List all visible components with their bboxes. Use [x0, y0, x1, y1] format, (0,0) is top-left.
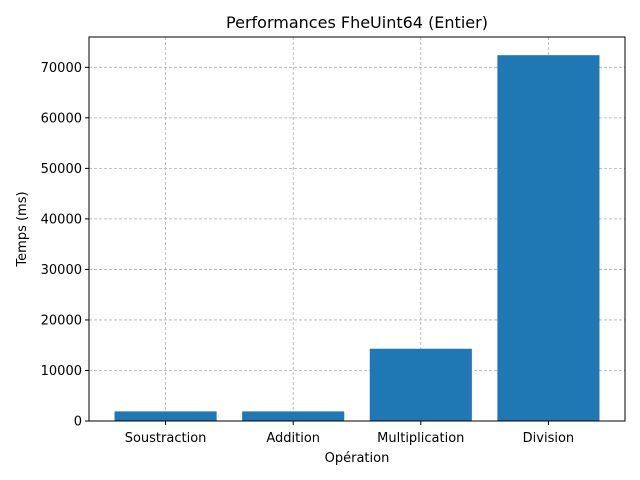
chart-title: Performances FheUint64 (Entier): [226, 13, 488, 32]
bar-division: [497, 55, 600, 421]
bars: [114, 55, 600, 421]
y-axis-ticks: 0 10000 20000 30000 40000 50000 60000 70000: [41, 61, 89, 430]
x-tick-label: Soustraction: [125, 431, 207, 446]
y-tick-label: 70000: [41, 61, 82, 76]
bar-multiplication: [369, 348, 472, 421]
y-tick-label: 40000: [41, 212, 82, 227]
x-tick-label: Multiplication: [377, 431, 464, 446]
y-tick-label: 50000: [41, 162, 82, 177]
plot-frame: [88, 36, 626, 422]
y-tick-label: 30000: [41, 263, 82, 278]
x-tick-label: Addition: [266, 431, 320, 446]
y-axis-label: Temps (ms): [15, 191, 30, 267]
x-axis-ticks: Soustraction Addition Multiplication Divisi…: [125, 421, 574, 446]
x-axis-label: Opération: [325, 451, 390, 466]
y-tick-label: 20000: [41, 313, 82, 328]
bar-addition: [242, 411, 345, 421]
y-tick-label: 0: [74, 415, 82, 430]
bar-soustraction: [114, 411, 217, 421]
x-tick-label: Division: [523, 431, 575, 446]
y-tick-label: 10000: [41, 364, 82, 379]
y-tick-label: 60000: [41, 111, 82, 126]
